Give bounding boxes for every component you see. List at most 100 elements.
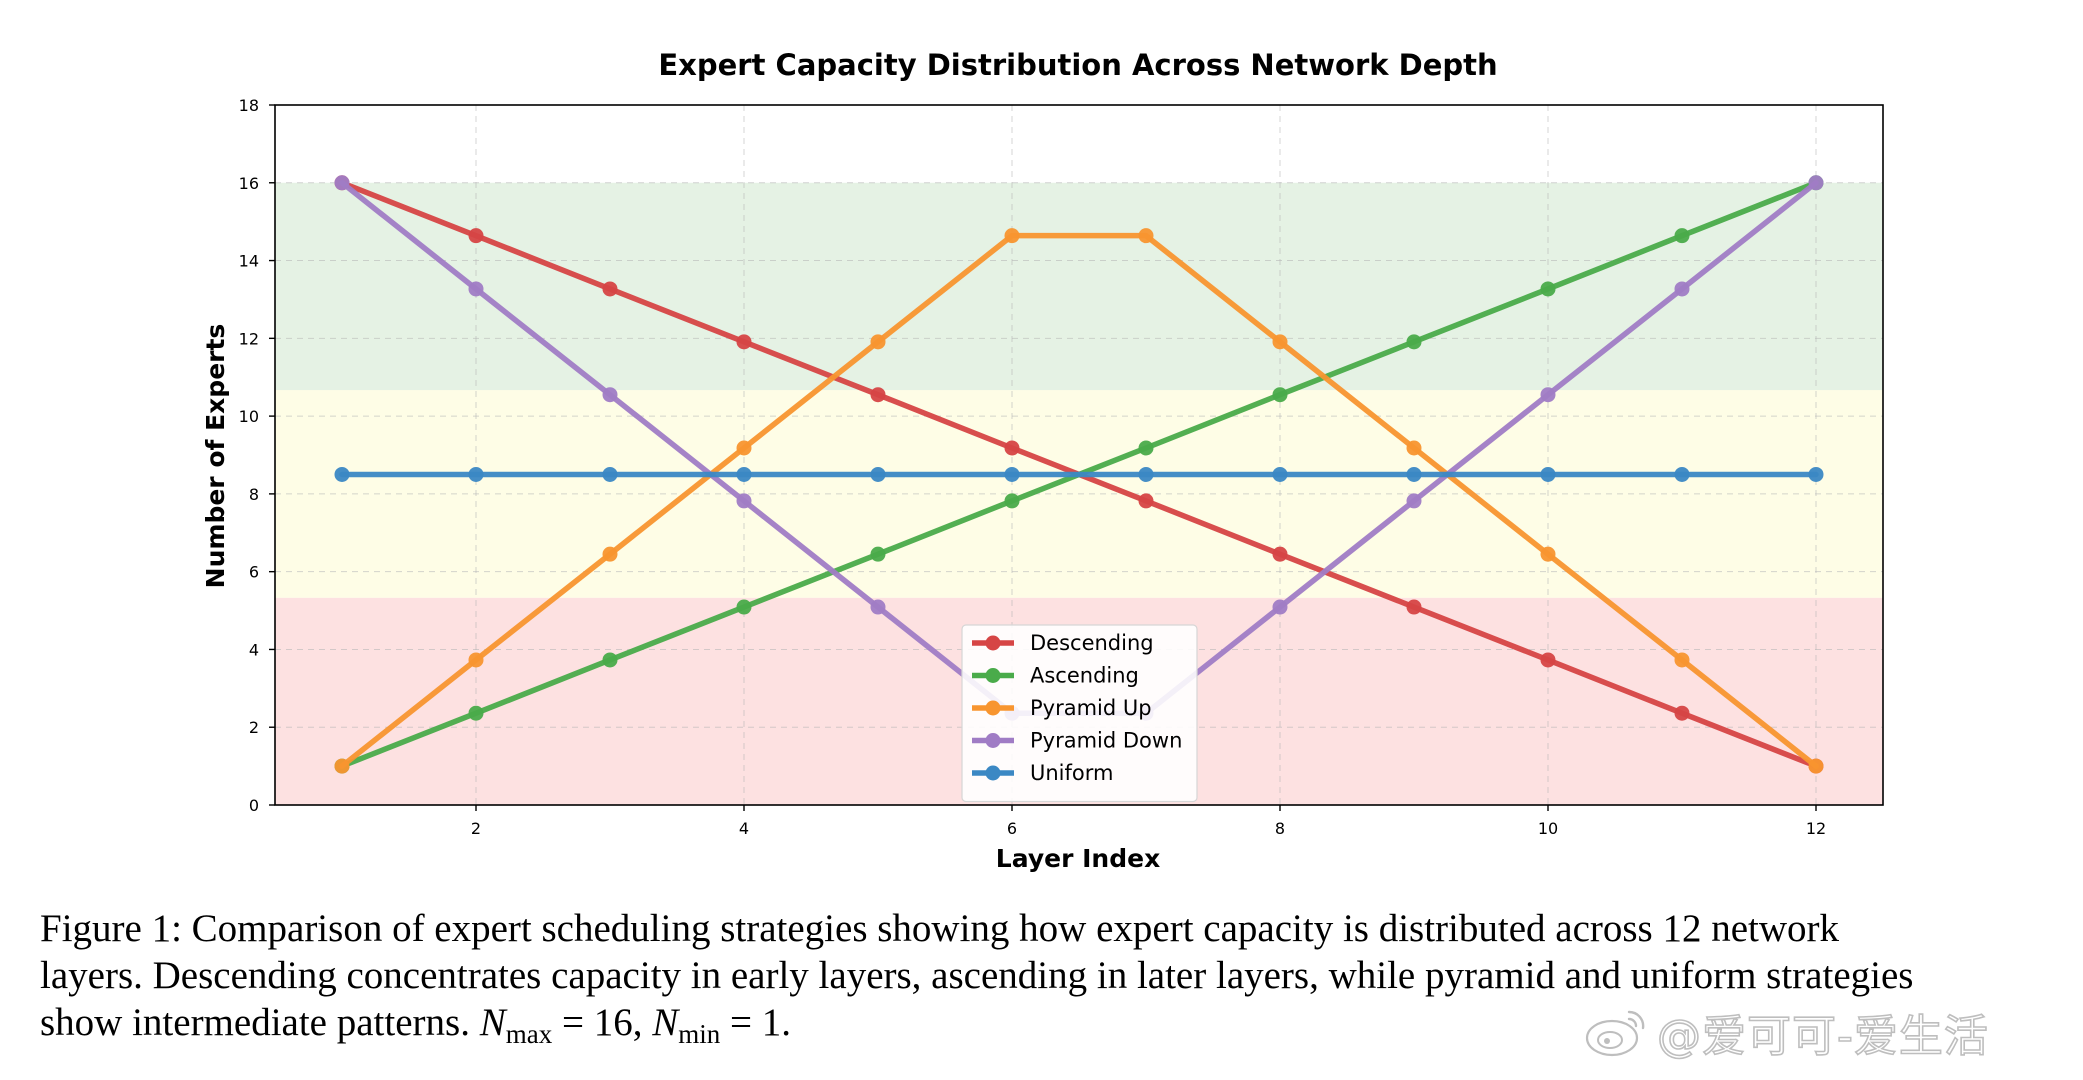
data-point (1272, 466, 1288, 482)
data-point (870, 599, 886, 615)
plot-frame (274, 104, 1884, 806)
background-band (275, 182, 1883, 391)
y-tick-label: 2 (249, 718, 259, 737)
legend-item: Ascending (972, 664, 1139, 688)
nmin-subscript: min (678, 1019, 721, 1049)
data-point (468, 281, 484, 297)
chart-title: Expert Capacity Distribution Across Netw… (658, 48, 1497, 82)
data-point (602, 546, 618, 562)
data-point (1272, 334, 1288, 350)
legend-label: Uniform (1030, 761, 1113, 785)
legend-box (961, 624, 1198, 803)
axis-ticks: 2 4 6 8 10 12 0 2 4 6 8 10 12 14 16 18 (239, 96, 1827, 838)
caption-line-3: show intermediate patterns. Nmax = 16, N… (40, 999, 2050, 1058)
nmin-symbol: N (652, 1001, 679, 1044)
data-point (1540, 281, 1556, 297)
y-axis-label: Number of Experts (201, 324, 230, 589)
data-point (468, 228, 484, 244)
nmin-equals: = 1. (720, 1001, 791, 1044)
y-tick-label: 16 (239, 174, 259, 193)
data-point (334, 758, 350, 774)
data-point (1138, 493, 1154, 509)
watermark: @爱可可-爱生活 (1585, 1000, 1989, 1064)
legend-label: Pyramid Down (1030, 729, 1182, 753)
data-point (1674, 705, 1690, 721)
data-point (1808, 758, 1824, 774)
data-point (1272, 387, 1288, 403)
caption-line-1: Figure 1: Comparison of expert schedulin… (40, 907, 1840, 950)
data-point (602, 466, 618, 482)
data-point (1406, 334, 1422, 350)
series-uniform (334, 466, 1824, 482)
y-tick-label: 4 (249, 640, 259, 659)
nmax-subscript: max (505, 1019, 553, 1049)
weibo-icon (1585, 1010, 1645, 1057)
nmax-symbol: N (479, 1001, 506, 1044)
data-point (870, 387, 886, 403)
data-point (1004, 440, 1020, 456)
data-point (736, 466, 752, 482)
legend-swatch-marker (985, 733, 1001, 748)
data-point (1406, 440, 1422, 456)
data-point (1674, 228, 1690, 244)
data-point (334, 466, 350, 482)
data-point (1406, 599, 1422, 615)
legend-swatch-marker (985, 635, 1001, 651)
legend-item: Pyramid Up (972, 696, 1152, 720)
y-tick-label: 6 (249, 563, 259, 582)
x-tick-label: 10 (1538, 819, 1558, 838)
watermark-text: @爱可可-爱生活 (1656, 1010, 1989, 1063)
x-axis-label: Layer Index (996, 844, 1160, 873)
data-point (1138, 440, 1154, 456)
legend: Descending Ascending Pyramid Up Pyramid Dow… (961, 624, 1198, 803)
data-point (1004, 466, 1020, 482)
data-point (870, 334, 886, 350)
y-tick-label: 14 (239, 252, 259, 271)
x-tick-label: 12 (1806, 819, 1826, 838)
data-point (870, 546, 886, 562)
series-line (339, 232, 1819, 769)
line-chart: 2 4 6 8 10 12 0 2 4 6 8 10 12 14 16 18 Expert Capacity … (201, 48, 1884, 873)
caption-line-2: layers. Descending concentrates capacity… (40, 954, 1914, 997)
data-point (1406, 493, 1422, 509)
data-point (736, 599, 752, 615)
series-pyramid-up (334, 228, 1824, 774)
data-point (1406, 466, 1422, 482)
data-point (736, 440, 752, 456)
x-tick-label: 4 (739, 819, 749, 838)
legend-label: Descending (1030, 631, 1154, 655)
data-point (468, 652, 484, 668)
data-point (602, 387, 618, 403)
data-point (1138, 466, 1154, 482)
data-point (1674, 466, 1690, 482)
data-point (1138, 228, 1154, 244)
legend-label: Ascending (1030, 664, 1139, 688)
legend-label: Pyramid Up (1030, 696, 1152, 720)
data-point (334, 175, 350, 191)
y-tick-label: 18 (239, 96, 259, 115)
data-point (1674, 281, 1690, 297)
y-tick-label: 0 (249, 796, 259, 815)
x-tick-label: 6 (1007, 819, 1017, 838)
caption-line-3-text: show intermediate patterns. (40, 1001, 480, 1044)
data-point (1540, 546, 1556, 562)
data-point (1004, 493, 1020, 509)
data-point (602, 652, 618, 668)
data-point (1004, 228, 1020, 244)
data-point (1540, 652, 1556, 668)
legend-swatch-marker (985, 765, 1001, 781)
data-point (1540, 466, 1556, 482)
y-tick-label: 12 (239, 329, 259, 348)
data-point (602, 281, 618, 297)
data-point (736, 334, 752, 350)
data-point (1272, 546, 1288, 562)
legend-item: Pyramid Down (972, 729, 1182, 753)
legend-item: Descending (972, 631, 1154, 655)
x-tick-label: 8 (1275, 819, 1285, 838)
data-point (1808, 466, 1824, 482)
y-tick-label: 10 (239, 407, 259, 426)
nmax-equals: = 16, (552, 1001, 653, 1044)
data-point (1272, 599, 1288, 615)
legend-swatch-marker (985, 700, 1001, 716)
data-point (736, 493, 752, 509)
